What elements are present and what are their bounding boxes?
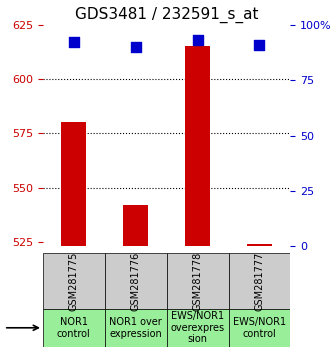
Bar: [185, 46, 210, 246]
Text: EWS/NOR1
control: EWS/NOR1 control: [233, 317, 286, 338]
Text: GSM281778: GSM281778: [193, 251, 203, 310]
Bar: [61, 122, 86, 246]
Point: [71, 40, 77, 45]
Text: GSM281775: GSM281775: [69, 251, 79, 311]
FancyBboxPatch shape: [43, 309, 105, 347]
Point: [257, 42, 262, 47]
FancyBboxPatch shape: [228, 253, 290, 309]
Text: NOR1 over
expression: NOR1 over expression: [109, 317, 162, 338]
FancyBboxPatch shape: [167, 309, 228, 347]
Text: GSM281776: GSM281776: [131, 251, 141, 310]
Text: EWS/NOR1
overexpres
sion: EWS/NOR1 overexpres sion: [171, 311, 225, 344]
Text: NOR1
control: NOR1 control: [57, 317, 91, 338]
Text: protocol: protocol: [0, 321, 38, 334]
FancyBboxPatch shape: [228, 309, 290, 347]
Point: [195, 38, 200, 43]
FancyBboxPatch shape: [105, 309, 167, 347]
Bar: [247, 244, 272, 246]
Title: GDS3481 / 232591_s_at: GDS3481 / 232591_s_at: [75, 7, 258, 23]
Point: [133, 44, 138, 50]
Text: GSM281777: GSM281777: [254, 251, 264, 311]
Bar: [123, 205, 148, 246]
FancyBboxPatch shape: [43, 253, 105, 309]
FancyBboxPatch shape: [105, 253, 167, 309]
FancyBboxPatch shape: [167, 253, 228, 309]
